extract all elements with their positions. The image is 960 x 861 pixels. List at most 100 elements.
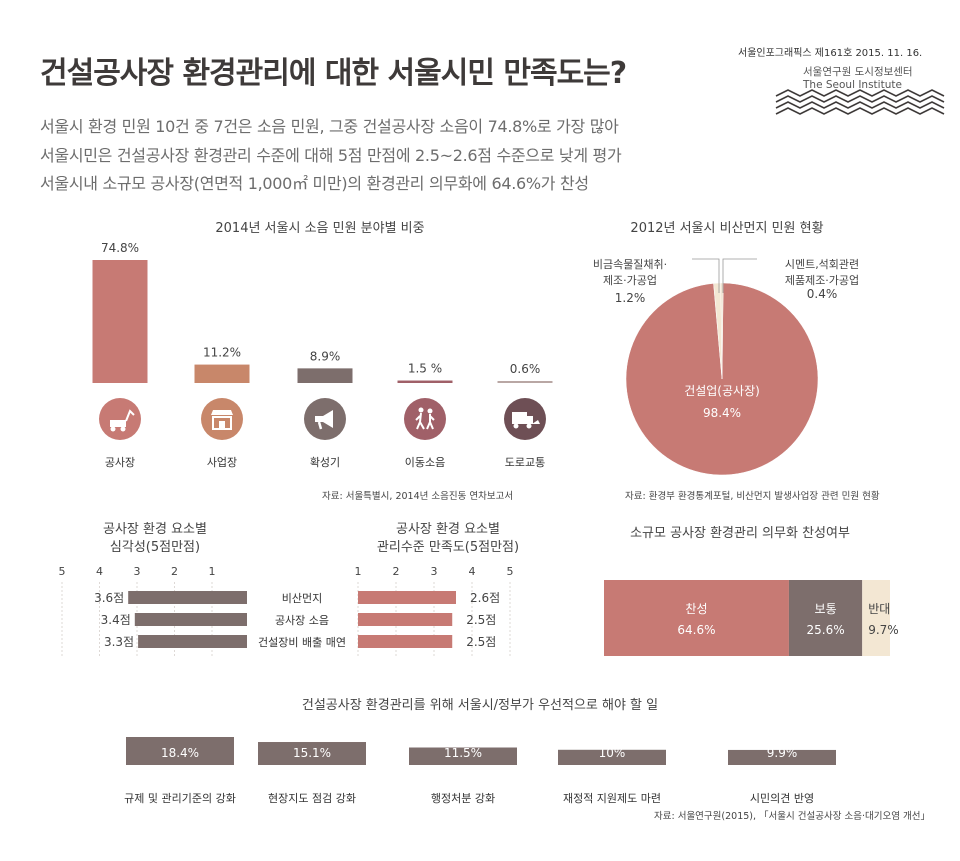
- severity-tick-2: 3: [134, 565, 141, 578]
- support-category-label-1: 보통: [815, 602, 837, 616]
- support-value-label-1: 25.6%: [807, 623, 845, 637]
- truck-car-icon: [504, 398, 546, 440]
- pie-right-value: 0.4%: [807, 287, 838, 301]
- noise-bar-4: [497, 381, 553, 383]
- noise-value-label-2: 8.9%: [310, 349, 341, 363]
- issue-info: 서울인포그래픽스 제161호 2015. 11. 16.: [738, 48, 923, 59]
- subtitle-2: 서울시민은 건설공사장 환경관리 수준에 대해 5점 만점에 2.5~2.6점 …: [40, 146, 622, 165]
- rating-category-label-1: 공사장 소음: [275, 614, 329, 627]
- priority-bar-2: [409, 747, 517, 765]
- severity-chart-title-1: 공사장 환경 요소별: [103, 522, 207, 537]
- severity-tick-1: 4: [96, 565, 103, 578]
- noise-value-label-0: 74.8%: [101, 241, 139, 255]
- pie-big-value: 98.4%: [703, 406, 741, 420]
- priority-bar-3: [558, 749, 666, 765]
- support-segment-1: [788, 580, 863, 656]
- dust-pie-chart: 건설업(공사장) 98.4% 비금속물질채취· 제조·가공업 1.2% 시멘트,석회관련제…: [593, 258, 859, 476]
- satisfaction-value-label-0: 2.6점: [470, 591, 500, 605]
- noise-category-label-3: 이동소음: [404, 456, 446, 469]
- satisfaction-tick-4: 5: [507, 565, 514, 578]
- priority-category-label-2: 행정처분 강화: [431, 792, 495, 805]
- support-value-label-0: 64.6%: [677, 623, 715, 637]
- noise-bar-1: [194, 364, 250, 383]
- pie-left-label-1: 비금속물질채취·: [593, 258, 667, 271]
- priority-value-label-4: 9.9%: [767, 746, 798, 760]
- subtitle-3: 서울시내 소규모 공사장(연면적 1,000㎡ 미만)의 환경관리 의무화에 6…: [40, 174, 589, 193]
- satisfaction-chart-title-1: 공사장 환경 요소별: [396, 522, 500, 537]
- institute-name-en: The Seoul Institute: [803, 79, 902, 91]
- noise-value-label-1: 11.2%: [203, 346, 241, 360]
- priority-value-label-3: 10%: [599, 746, 626, 760]
- severity-bar-1: [134, 613, 247, 626]
- walking-people-icon: [404, 398, 446, 440]
- rating-category-label-0: 비산먼지: [282, 592, 322, 605]
- dust-chart-source: 자료: 환경부 환경통계포털, 비산먼지 발생사업장 관련 민원 현황: [625, 491, 880, 502]
- severity-value-label-1: 3.4점: [101, 613, 131, 627]
- pie-right-label-1: 시멘트,석회관련: [785, 258, 859, 271]
- severity-chart-title-2: 심각성(5점만점): [109, 540, 201, 555]
- severity-bar-0: [128, 591, 247, 604]
- pie-big-label: 건설업(공사장): [684, 384, 760, 398]
- support-stacked-chart: 찬성 64.6% 보통 25.6% 반대 9.7%: [604, 580, 899, 656]
- noise-bar-3: [397, 380, 453, 383]
- satisfaction-bar-0: [358, 591, 456, 604]
- rating-butterfly-chart: 5 4 3 2 1 1 2 3 4 5 3.6점 비산먼지 2.6점 3.4점 공사장 소음 2.5점 3.3점…: [59, 565, 514, 656]
- noise-chart-source: 자료: 서울특별시, 2014년 소음진동 연차보고서: [322, 491, 514, 502]
- support-value-label-2: 9.7%: [868, 623, 899, 637]
- institute-name-ko: 서울연구원 도시정보센터: [803, 66, 913, 78]
- shop-icon: [201, 398, 243, 440]
- noise-bar-chart: 74.8% 11.2% 8.9% 1.5 % 0.6%: [92, 241, 553, 383]
- priority-chart-source: 자료: 서울연구원(2015), 「서울시 건설공사장 소음·대기오염 개선」: [654, 811, 930, 822]
- priority-value-label-0: 18.4%: [161, 746, 199, 760]
- priority-value-label-2: 11.5%: [444, 746, 482, 760]
- priority-bar-chart: 18.4% 규제 및 관리기준의 강화 15.1% 현장지도 점검 강화 11.5% 행정…: [124, 737, 836, 805]
- satisfaction-tick-1: 2: [393, 565, 400, 578]
- satisfaction-bar-1: [358, 613, 453, 626]
- severity-tick-3: 2: [171, 565, 178, 578]
- pie-left-label-2: 제조·가공업: [603, 274, 657, 287]
- severity-value-label-0: 3.6점: [94, 591, 124, 605]
- severity-bar-2: [138, 635, 247, 648]
- priority-value-label-1: 15.1%: [293, 746, 331, 760]
- satisfaction-bar-2: [358, 635, 453, 648]
- priority-bar-4: [728, 749, 836, 765]
- pie-leader-right: [722, 258, 757, 293]
- support-category-label-0: 찬성: [685, 601, 707, 616]
- severity-value-label-2: 3.3점: [104, 635, 134, 649]
- satisfaction-tick-0: 1: [355, 565, 362, 578]
- satisfaction-value-label-1: 2.5점: [466, 613, 496, 627]
- noise-category-label-0: 공사장: [104, 456, 136, 469]
- noise-value-label-4: 0.6%: [510, 362, 541, 376]
- priority-category-label-3: 재정적 지원제도 마련: [563, 792, 661, 805]
- satisfaction-chart-title-2: 관리수준 만족도(5점만점): [376, 540, 520, 555]
- noise-bar-2: [297, 368, 353, 383]
- megaphone-icon: [304, 398, 346, 440]
- priority-bar-1: [258, 742, 366, 765]
- rating-category-label-2: 건설장비 배출 매연: [258, 636, 346, 649]
- pie-right-label-2: 제품제조·가공업: [785, 274, 859, 287]
- pie-leader-left: [692, 258, 720, 293]
- priority-category-label-1: 현장지도 점검 강화: [268, 792, 356, 805]
- severity-tick-0: 5: [59, 565, 66, 578]
- satisfaction-tick-2: 3: [431, 565, 438, 578]
- severity-tick-4: 1: [209, 565, 216, 578]
- noise-bar-0: [92, 260, 148, 383]
- priority-bar-0: [126, 737, 234, 765]
- support-segment-2: [862, 580, 890, 656]
- support-category-label-2: 반대: [868, 602, 890, 616]
- seoul-institute-logo: [775, 89, 945, 115]
- noise-category-label-2: 확성기: [309, 456, 341, 469]
- noise-chart-title: 2014년 서울시 소음 민원 분야별 비중: [215, 221, 425, 236]
- noise-category-label-1: 사업장: [206, 456, 238, 469]
- page-title: 건설공사장 환경관리에 대한 서울시민 만족도는?: [40, 56, 627, 91]
- excavator-icon: [99, 398, 141, 440]
- satisfaction-tick-3: 4: [469, 565, 476, 578]
- dust-chart-title: 2012년 서울시 비산먼지 민원 현황: [630, 221, 824, 236]
- pie-left-value: 1.2%: [615, 291, 646, 305]
- priority-chart-title: 건설공사장 환경관리를 위해 서울시/정부가 우선적으로 해야 할 일: [301, 698, 659, 713]
- satisfaction-value-label-2: 2.5점: [466, 635, 496, 649]
- noise-value-label-3: 1.5 %: [408, 362, 442, 376]
- support-chart-title: 소규모 공사장 환경관리 의무화 찬성여부: [630, 526, 850, 541]
- subtitle-1: 서울시 환경 민원 10건 중 7건은 소음 민원, 그중 건설공사장 소음이 …: [40, 117, 619, 136]
- noise-category-label-4: 도로교통: [504, 456, 546, 469]
